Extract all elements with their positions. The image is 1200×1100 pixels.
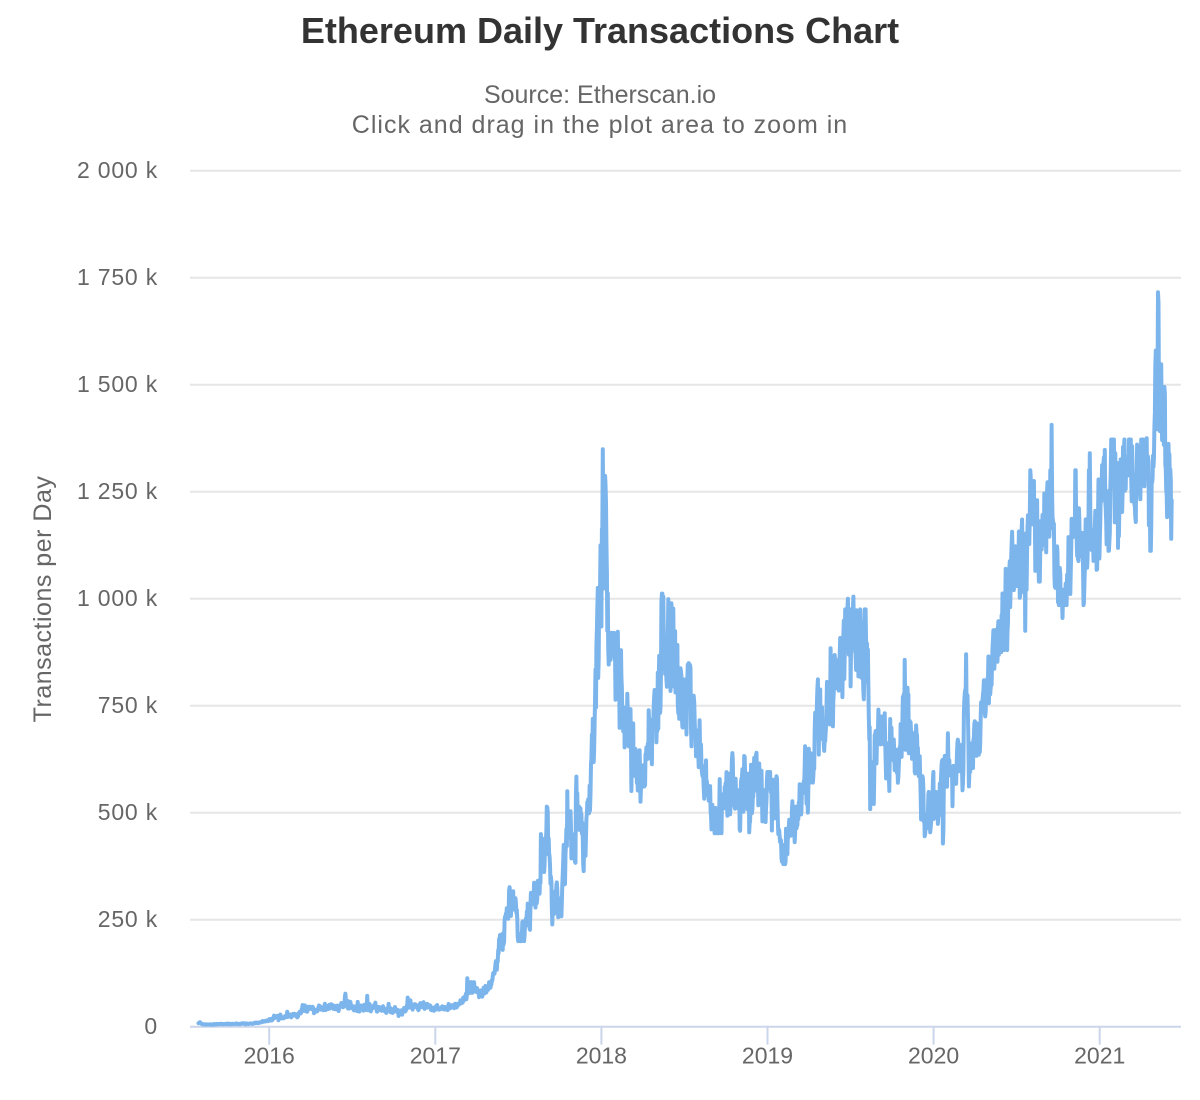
svg-text:Click and drag in the plot are: Click and drag in the plot area to zoom … [352,111,848,139]
svg-text:1 250 k: 1 250 k [77,478,158,504]
svg-text:500 k: 500 k [98,799,158,825]
svg-text:Source: Etherscan.io: Source: Etherscan.io [484,81,716,109]
svg-text:1 000 k: 1 000 k [77,585,158,611]
svg-text:Ethereum Daily Transactions Ch: Ethereum Daily Transactions Chart [301,10,899,51]
svg-text:1 750 k: 1 750 k [77,264,158,290]
svg-text:250 k: 250 k [98,906,158,932]
svg-text:2019: 2019 [742,1043,793,1069]
svg-text:2017: 2017 [410,1043,461,1069]
svg-text:2016: 2016 [244,1043,295,1069]
svg-text:2021: 2021 [1074,1043,1125,1069]
svg-text:2020: 2020 [908,1043,959,1069]
svg-text:750 k: 750 k [98,692,158,718]
svg-text:Transactions per Day: Transactions per Day [29,476,57,723]
svg-text:0: 0 [144,1013,158,1039]
svg-text:2018: 2018 [576,1043,627,1069]
svg-text:1 500 k: 1 500 k [77,371,158,397]
svg-text:2 000 k: 2 000 k [77,157,158,183]
